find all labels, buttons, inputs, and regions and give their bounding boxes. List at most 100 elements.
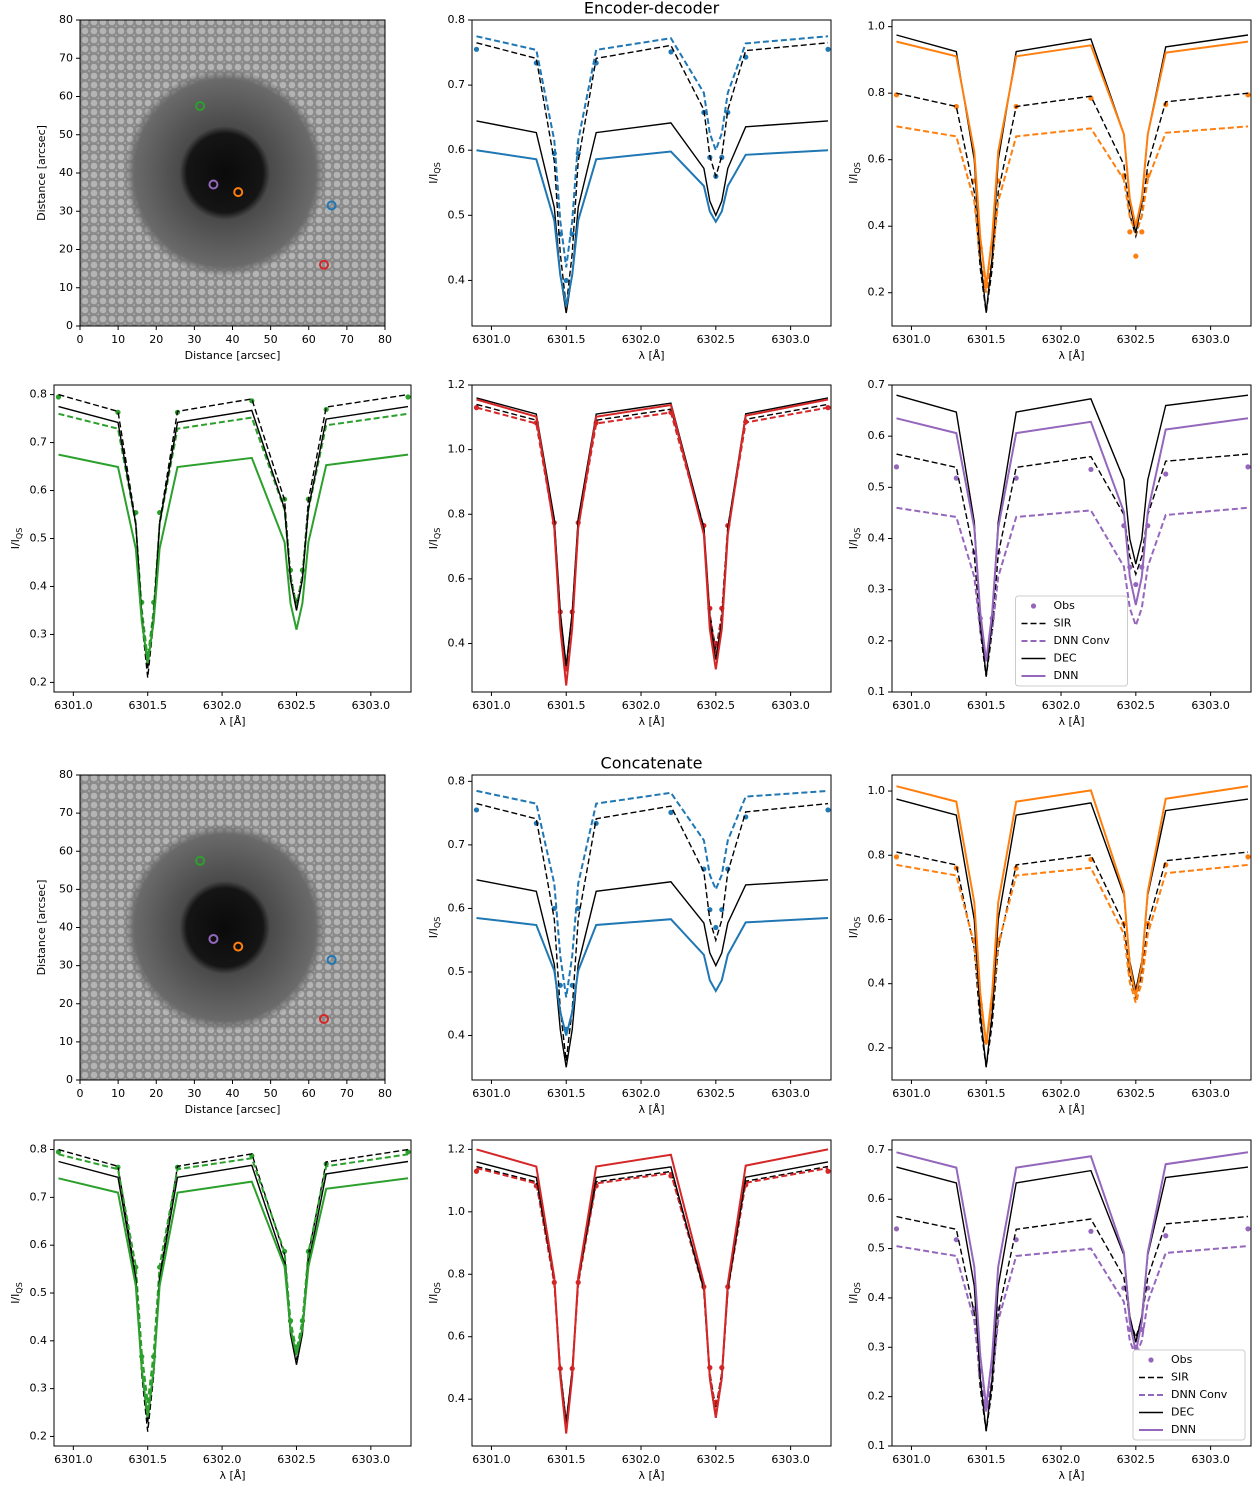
obs-dot — [1088, 1228, 1094, 1234]
y-axis-label-main: I/I — [427, 174, 440, 184]
y-tick-label: 50 — [59, 128, 73, 141]
y-axis-label-main: I/I — [427, 928, 440, 938]
x-tick-label: 6303.0 — [1191, 1453, 1230, 1466]
y-axis-label-sub: QS — [433, 528, 442, 539]
obs-dot — [825, 46, 831, 52]
y-tick-label: 0.1 — [868, 1439, 886, 1452]
y-tick-label: 10 — [59, 281, 73, 294]
obs-dot — [1163, 101, 1169, 108]
profile-line — [58, 393, 409, 678]
x-tick-label: 6302.5 — [1117, 699, 1156, 712]
x-axis-label: λ [Å] — [1058, 1469, 1084, 1482]
x-tick-label: 6302.0 — [1042, 1087, 1081, 1100]
y-tick-label: 40 — [59, 921, 73, 934]
x-axis-label: Distance [arcsec] — [185, 349, 281, 362]
plot-frame — [891, 1139, 1252, 1447]
y-tick-label: 60 — [59, 90, 73, 103]
profile-line — [896, 125, 1249, 293]
x-tick-label: 6303.0 — [1191, 333, 1230, 346]
x-tick-label: 6301.5 — [547, 1087, 586, 1100]
marker — [233, 187, 244, 198]
legend-label: DNN Conv — [1054, 634, 1111, 647]
marker — [326, 200, 337, 211]
plot-frame — [53, 1139, 412, 1447]
legend-label: Obs — [1171, 1353, 1193, 1366]
x-tick-label: 6301.5 — [967, 1087, 1006, 1100]
y-tick-label: 0 — [66, 1073, 73, 1086]
x-tick-label: 6301.0 — [892, 333, 931, 346]
obs-dot — [668, 809, 674, 816]
y-tick-label: 1.0 — [448, 443, 466, 456]
y-tick-label: 0.2 — [868, 634, 886, 647]
x-tick-label: 30 — [187, 1087, 201, 1100]
x-tick-label: 6301.5 — [547, 1453, 586, 1466]
x-tick-label: 40 — [226, 333, 240, 346]
y-tick-label: 0.5 — [30, 1286, 48, 1299]
x-axis-label: λ [Å] — [638, 1103, 664, 1116]
x-tick-label: 6302.5 — [697, 699, 736, 712]
y-axis-label-sub: QS — [433, 1282, 442, 1293]
x-axis-label: λ [Å] — [638, 1469, 664, 1482]
y-axis-label-sub: QS — [15, 528, 24, 539]
x-axis-label: λ [Å] — [219, 1469, 245, 1482]
y-tick-label: 1.0 — [868, 20, 886, 33]
x-tick-label: 6302.0 — [622, 1453, 661, 1466]
obs-dot — [1163, 1233, 1169, 1239]
y-axis-label: I/IQS — [427, 1282, 442, 1304]
legend-label: SIR — [1171, 1371, 1189, 1384]
marker — [233, 941, 244, 952]
y-axis-label: I/IQS — [427, 528, 442, 550]
y-tick-label: 0.5 — [448, 965, 466, 978]
obs-dot — [1133, 253, 1139, 259]
y-tick-label: 0.4 — [448, 1392, 466, 1405]
legend-label: DEC — [1171, 1406, 1194, 1419]
y-axis-label-main: I/I — [427, 539, 440, 549]
x-tick-label: 80 — [378, 333, 392, 346]
legend-box — [1132, 1349, 1246, 1441]
profile-line — [58, 1177, 409, 1418]
x-tick-label: 6301.0 — [892, 1087, 931, 1100]
plot-frame — [471, 1139, 832, 1447]
y-tick-label: 0.6 — [868, 429, 886, 442]
profile-line — [476, 397, 829, 667]
profile-line — [476, 406, 829, 673]
y-tick-label: 40 — [59, 166, 73, 179]
x-axis-label: λ [Å] — [1058, 349, 1084, 362]
x-tick-label: 6303.0 — [1191, 699, 1230, 712]
y-tick-label: 0.4 — [868, 1291, 886, 1304]
y-tick-label: 0.3 — [868, 583, 886, 596]
y-axis-label-main: I/I — [847, 928, 860, 938]
profile-line — [476, 917, 829, 1036]
x-tick-label: 6301.5 — [547, 699, 586, 712]
y-tick-label: 0.8 — [448, 1267, 466, 1280]
profile-line — [896, 863, 1249, 1042]
x-tick-label: 50 — [264, 1087, 278, 1100]
x-tick-label: 6302.0 — [1042, 333, 1081, 346]
y-tick-label: 0.2 — [868, 1041, 886, 1054]
x-tick-label: 6303.0 — [771, 1087, 810, 1100]
chart-title: Concatenate — [601, 754, 703, 773]
x-tick-label: 6302.5 — [277, 1453, 316, 1466]
x-tick-label: 6301.5 — [967, 333, 1006, 346]
y-axis-label: I/IQS — [847, 528, 862, 550]
y-tick-label: 0.5 — [30, 532, 48, 545]
obs-dot — [713, 924, 719, 931]
x-tick-label: 6302.0 — [622, 699, 661, 712]
panel: 6301.0 6301.5 6302.0 6302.5 6303.0 0.4 0.5 0.6 0… — [427, 754, 832, 1116]
y-axis-label-main: I/I — [847, 539, 860, 549]
x-tick-label: 6301.0 — [472, 333, 511, 346]
legend-swatch — [1148, 1357, 1154, 1363]
marker — [195, 101, 206, 112]
profile-line — [476, 120, 829, 314]
legend-label: Obs — [1054, 599, 1076, 612]
obs-dot — [473, 807, 480, 813]
y-tick-label: 0.8 — [868, 848, 886, 861]
y-axis-label-main: I/I — [847, 1294, 860, 1304]
y-axis-label-sub: QS — [853, 162, 862, 173]
profile-line — [896, 34, 1249, 313]
y-tick-label: 70 — [59, 51, 73, 64]
obs-dot — [405, 1149, 411, 1155]
profile-line — [476, 403, 829, 667]
x-axis-label: λ [Å] — [1058, 1103, 1084, 1116]
